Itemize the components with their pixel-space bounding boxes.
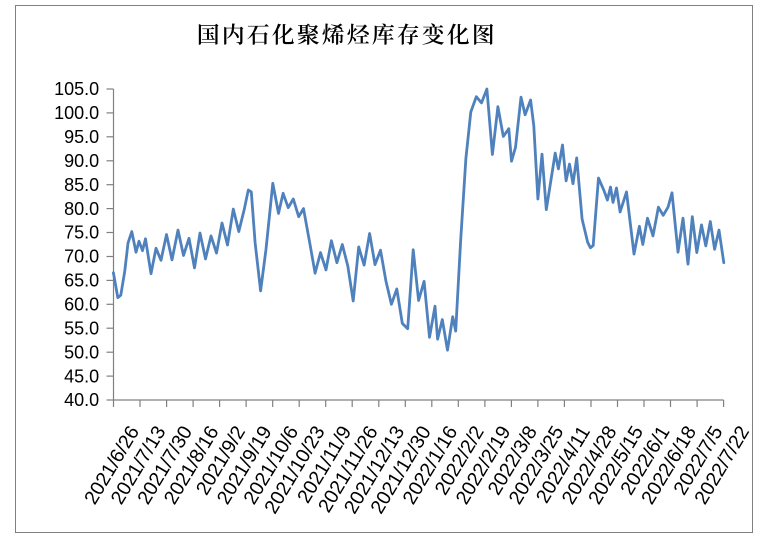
svg-text:105.0: 105.0 xyxy=(54,79,99,99)
svg-text:95.0: 95.0 xyxy=(64,127,99,147)
svg-text:65.0: 65.0 xyxy=(64,271,99,291)
svg-text:45.0: 45.0 xyxy=(64,366,99,386)
svg-text:85.0: 85.0 xyxy=(64,175,99,195)
svg-text:75.0: 75.0 xyxy=(64,223,99,243)
svg-text:60.0: 60.0 xyxy=(64,295,99,315)
svg-text:40.0: 40.0 xyxy=(64,390,99,410)
svg-text:80.0: 80.0 xyxy=(64,199,99,219)
svg-text:55.0: 55.0 xyxy=(64,318,99,338)
svg-text:50.0: 50.0 xyxy=(64,342,99,362)
svg-text:90.0: 90.0 xyxy=(64,151,99,171)
svg-text:100.0: 100.0 xyxy=(54,103,99,123)
svg-text:70.0: 70.0 xyxy=(64,247,99,267)
